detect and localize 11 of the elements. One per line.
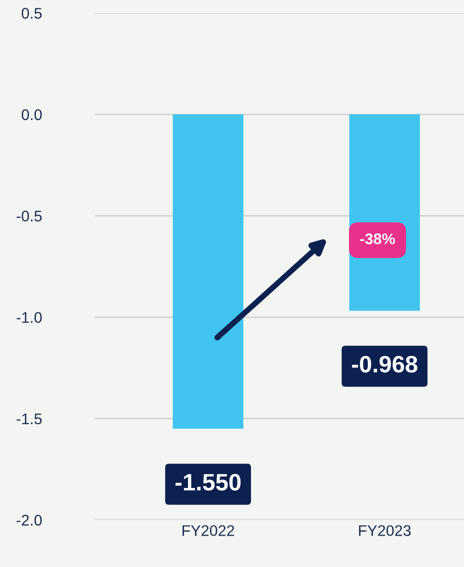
x-tick-label: FY2022 xyxy=(182,525,234,536)
y-tick-label: -1.0 xyxy=(16,312,42,323)
x-tick-label: FY2023 xyxy=(359,525,411,536)
y-tick-label: 0.0 xyxy=(22,109,42,120)
annotation: -38% xyxy=(360,233,395,244)
y-tick-label: 0.5 xyxy=(22,8,42,19)
y-tick-label: -2.0 xyxy=(16,514,42,526)
y-tick-label: -0.5 xyxy=(16,210,42,222)
data-label: -1.550 xyxy=(176,474,241,491)
data-label: -0.968 xyxy=(352,356,418,373)
y-tick-label: -1.5 xyxy=(16,414,42,424)
